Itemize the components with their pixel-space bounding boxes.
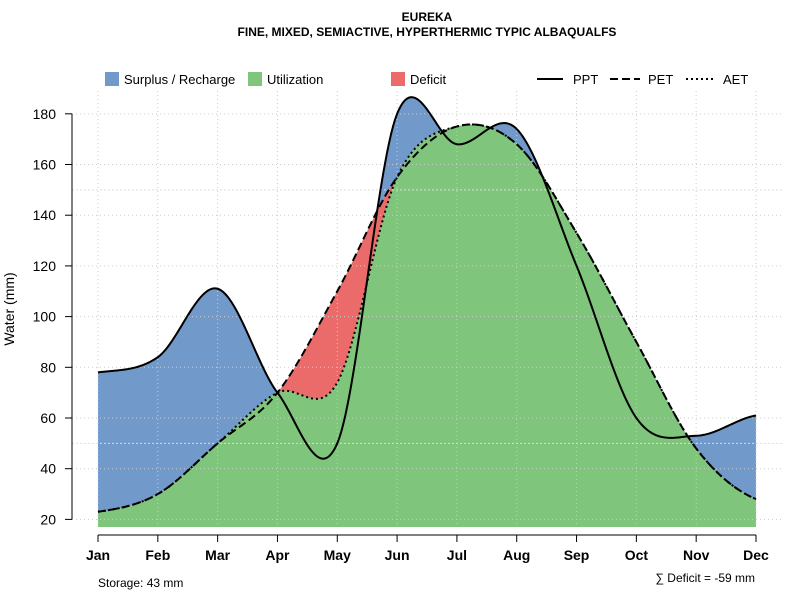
x-tick-label: Jan xyxy=(86,547,110,563)
axes: 20 40 60 80 100 120 140 160 180 Jan Feb Mar Apr May Ju… xyxy=(33,106,769,563)
x-tick-label: Jun xyxy=(385,547,410,563)
legend-label-pet: PET xyxy=(648,72,673,87)
legend-label-surplus: Surplus / Recharge xyxy=(124,72,235,87)
legend-label-ppt: PPT xyxy=(573,72,598,87)
legend-label-deficit: Deficit xyxy=(410,72,447,87)
series-line-pet xyxy=(97,123,757,513)
y-tick-label: 160 xyxy=(33,157,57,173)
x-tick-label: Oct xyxy=(625,547,649,563)
y-tick-label: 60 xyxy=(40,410,56,426)
y-tick-label: 140 xyxy=(33,207,57,223)
x-tick-label: Jul xyxy=(447,547,467,563)
y-axis-label: Water (mm) xyxy=(1,272,17,345)
y-tick-label: 80 xyxy=(40,359,56,375)
x-tick-label: Feb xyxy=(145,547,170,563)
area-utilization xyxy=(98,124,756,527)
x-tick-label: Aug xyxy=(503,547,530,563)
series-lines xyxy=(97,96,757,513)
y-tick-label: 100 xyxy=(33,309,57,325)
x-tick-label: May xyxy=(324,547,351,563)
y-tick-label: 20 xyxy=(40,511,56,527)
x-tick-label: Dec xyxy=(743,547,769,563)
chart-title: EUREKA xyxy=(402,10,453,24)
legend-label-utilization: Utilization xyxy=(267,72,323,87)
storage-note: Storage: 43 mm xyxy=(98,576,183,590)
legend-swatch-utilization xyxy=(248,72,262,86)
y-tick-label: 120 xyxy=(33,258,57,274)
legend-label-aet: AET xyxy=(723,72,748,87)
areas-group xyxy=(98,97,756,528)
legend: Surplus / Recharge Utilization Deficit P… xyxy=(105,72,748,87)
series-line-ppt xyxy=(97,96,757,460)
deficit-note: ∑ Deficit = -59 mm xyxy=(655,571,755,585)
x-tick-label: Mar xyxy=(205,547,230,563)
legend-swatch-deficit xyxy=(391,72,405,86)
y-tick-label: 40 xyxy=(40,461,56,477)
x-tick-label: Nov xyxy=(683,547,710,563)
y-tick-label: 180 xyxy=(33,106,57,122)
x-tick-label: Sep xyxy=(564,547,590,563)
chart-subtitle: FINE, MIXED, SEMIACTIVE, HYPERTHERMIC TY… xyxy=(238,25,617,39)
legend-swatch-surplus xyxy=(105,72,119,86)
grid xyxy=(72,91,784,527)
x-tick-label: Apr xyxy=(265,547,290,563)
